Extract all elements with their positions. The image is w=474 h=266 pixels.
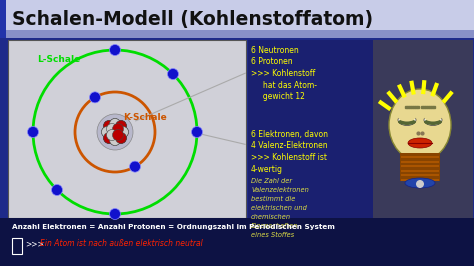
Bar: [401, 165, 439, 167]
Text: Anzahl Elektronen = Anzahl Protonen = Ordnungszahl im Periodischen System: Anzahl Elektronen = Anzahl Protonen = Or…: [12, 224, 335, 230]
Circle shape: [27, 127, 38, 138]
Circle shape: [118, 127, 128, 138]
Ellipse shape: [405, 178, 435, 188]
Circle shape: [112, 123, 124, 135]
Text: L-Schale: L-Schale: [37, 56, 80, 64]
Ellipse shape: [408, 138, 432, 148]
Bar: [401, 156, 439, 158]
Circle shape: [118, 127, 128, 138]
Circle shape: [90, 92, 100, 103]
Circle shape: [112, 123, 124, 135]
Circle shape: [107, 130, 118, 140]
Ellipse shape: [424, 113, 442, 122]
Circle shape: [52, 185, 63, 196]
Ellipse shape: [389, 89, 451, 161]
Text: gewicht 12: gewicht 12: [251, 92, 305, 101]
Text: 6 Protonen: 6 Protonen: [251, 57, 292, 66]
Text: >>> Kohlenstoff: >>> Kohlenstoff: [251, 69, 315, 78]
Text: eines Stoffes: eines Stoffes: [251, 232, 294, 238]
Circle shape: [167, 69, 179, 80]
Text: chemischen: chemischen: [251, 214, 291, 220]
Ellipse shape: [398, 114, 416, 126]
Circle shape: [109, 118, 120, 130]
Bar: [12, 238, 22, 254]
Circle shape: [107, 123, 118, 135]
Circle shape: [129, 161, 140, 172]
Bar: [401, 169, 439, 172]
Ellipse shape: [398, 119, 416, 125]
Bar: [401, 160, 439, 163]
Circle shape: [109, 44, 120, 56]
Circle shape: [112, 130, 124, 140]
Text: Schalen-Modell (Kohlenstoffatom): Schalen-Modell (Kohlenstoffatom): [12, 10, 373, 28]
Circle shape: [116, 120, 127, 131]
Circle shape: [116, 120, 127, 131]
Text: elektrischen und: elektrischen und: [251, 205, 307, 211]
Ellipse shape: [424, 119, 442, 125]
Bar: [0, 0, 474, 38]
Bar: [8, 40, 246, 218]
Circle shape: [107, 130, 118, 140]
Text: hat das Atom-: hat das Atom-: [251, 81, 317, 89]
Text: Die Zahl der: Die Zahl der: [251, 178, 292, 184]
Text: Eigenschaften: Eigenschaften: [251, 223, 298, 229]
Circle shape: [112, 130, 124, 140]
Ellipse shape: [398, 113, 416, 122]
Text: 6 Neutronen: 6 Neutronen: [251, 46, 299, 55]
Circle shape: [109, 135, 120, 146]
Text: K-Schale: K-Schale: [123, 113, 167, 122]
Circle shape: [109, 127, 120, 138]
Circle shape: [103, 132, 115, 143]
Text: bestimmt die: bestimmt die: [251, 196, 295, 202]
Circle shape: [116, 132, 127, 143]
Text: 4 Valenz-Elektronen: 4 Valenz-Elektronen: [251, 142, 328, 151]
Circle shape: [103, 120, 115, 131]
Circle shape: [109, 209, 120, 219]
Circle shape: [116, 132, 127, 143]
Text: 6 Elektronen, davon: 6 Elektronen, davon: [251, 130, 328, 139]
Circle shape: [109, 118, 120, 130]
Text: 4-wertig: 4-wertig: [251, 164, 283, 173]
Circle shape: [416, 180, 424, 188]
Text: Valenzelektronen: Valenzelektronen: [251, 187, 309, 193]
Bar: [248, 40, 373, 218]
Circle shape: [191, 127, 202, 138]
Circle shape: [103, 132, 115, 143]
Bar: [0, 30, 474, 38]
Circle shape: [109, 127, 120, 138]
Circle shape: [101, 127, 112, 138]
Bar: [373, 40, 473, 218]
Circle shape: [107, 123, 118, 135]
Bar: [401, 174, 439, 176]
Circle shape: [103, 120, 115, 131]
Bar: [400, 153, 440, 181]
Circle shape: [101, 127, 112, 138]
Bar: [0, 0, 6, 38]
Circle shape: [97, 114, 133, 150]
Ellipse shape: [424, 114, 442, 126]
Bar: [0, 218, 474, 266]
Text: Ein Atom ist nach außen elektrisch neutral: Ein Atom ist nach außen elektrisch neutr…: [40, 239, 203, 248]
Bar: [401, 178, 439, 181]
Circle shape: [109, 135, 120, 146]
Text: >>> Kohlenstoff ist: >>> Kohlenstoff ist: [251, 153, 327, 162]
Text: >>>: >>>: [25, 239, 44, 248]
